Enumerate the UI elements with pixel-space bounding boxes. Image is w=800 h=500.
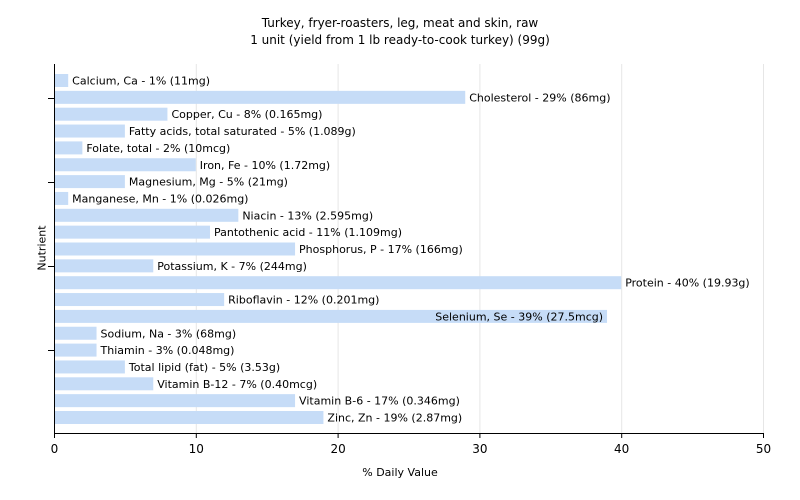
data-label: Sodium, Na - 3% (68mg) [101, 327, 237, 340]
x-tick-label: 10 [189, 442, 204, 456]
chart-subtitle: 1 unit (yield from 1 lb ready-to-cook tu… [250, 33, 550, 47]
data-label: Niacin - 13% (2.595mg) [242, 209, 373, 222]
chart-title: Turkey, fryer-roasters, leg, meat and sk… [261, 16, 539, 30]
bar [55, 191, 69, 205]
data-label: Potassium, K - 7% (244mg) [157, 260, 307, 273]
x-tick-label: 20 [330, 442, 345, 456]
bar [55, 225, 210, 239]
bar [55, 208, 239, 222]
bar [55, 276, 622, 290]
data-label: Protein - 40% (19.93g) [625, 277, 750, 290]
data-label: Manganese, Mn - 1% (0.026mg) [72, 192, 248, 205]
y-axis-label: Nutrient [35, 225, 49, 271]
data-label: Vitamin B-6 - 17% (0.346mg) [299, 395, 460, 408]
data-label: Fatty acids, total saturated - 5% (1.089… [129, 125, 356, 138]
bar [55, 309, 608, 323]
x-tick-label: 50 [756, 442, 771, 456]
data-label: Riboflavin - 12% (0.201mg) [228, 294, 379, 307]
x-tick-label: 0 [51, 442, 59, 456]
data-label: Iron, Fe - 10% (1.72mg) [200, 159, 330, 172]
bar [55, 90, 466, 104]
data-label: Vitamin B-12 - 7% (0.40mcg) [157, 378, 317, 391]
x-tick-label: 30 [472, 442, 487, 456]
bar [55, 343, 97, 357]
data-label: Pantothenic acid - 11% (1.109mg) [214, 226, 402, 239]
bar [55, 242, 296, 256]
bar [55, 74, 69, 87]
bar [55, 124, 125, 138]
bar [55, 293, 225, 307]
data-label: Selenium, Se - 39% (27.5mcg) [435, 310, 603, 323]
bar [55, 175, 125, 189]
bar [55, 259, 154, 273]
data-label: Calcium, Ca - 1% (11mg) [72, 75, 210, 88]
data-label: Copper, Cu - 8% (0.165mg) [171, 108, 322, 121]
data-label: Zinc, Zn - 19% (2.87mg) [327, 412, 462, 425]
data-label: Folate, total - 2% (10mcg) [86, 142, 230, 155]
x-axis-label: % Daily Value [362, 466, 438, 479]
bar [55, 377, 154, 391]
data-label: Phosphorus, P - 17% (166mg) [299, 243, 463, 256]
bar [55, 141, 83, 155]
bar [55, 411, 324, 424]
x-tick-label: 40 [614, 442, 629, 456]
data-label: Thiamin - 3% (0.048mg) [100, 344, 235, 357]
bar [55, 394, 296, 408]
data-label: Cholesterol - 29% (86mg) [469, 91, 610, 104]
bar [55, 158, 196, 172]
data-label: Magnesium, Mg - 5% (21mg) [129, 176, 288, 189]
bar [55, 360, 125, 374]
bar [55, 326, 97, 340]
bar [55, 107, 168, 121]
data-label: Total lipid (fat) - 5% (3.53g) [128, 361, 280, 374]
